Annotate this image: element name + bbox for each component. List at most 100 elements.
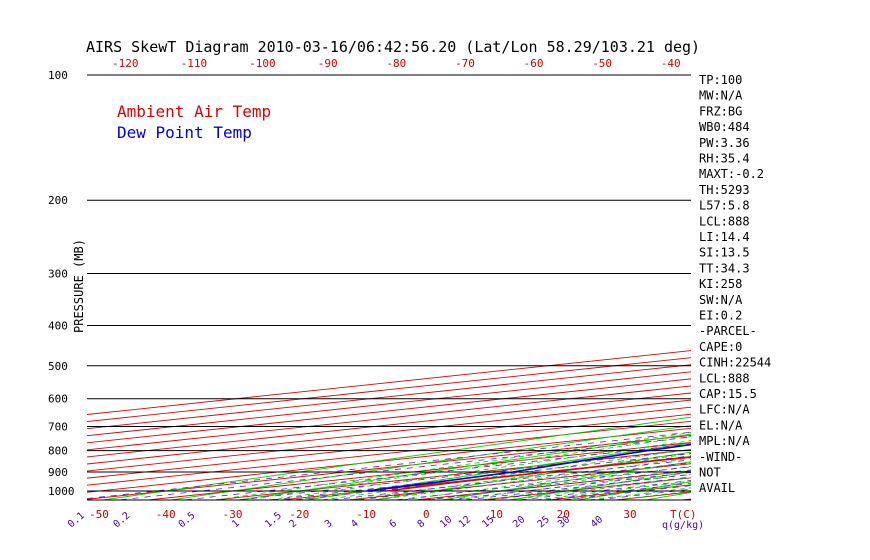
index-item: SI:13.5 (699, 246, 750, 260)
index-item: LI:14.4 (699, 230, 750, 244)
dry-adiabat-line (782, 75, 870, 500)
isotherm-line (87, 406, 691, 472)
dry-adiabat-line (307, 442, 691, 500)
mixing-ratio-axis: 0.1 0.2 0.5 1 1.5 2 3 4 6 8 10 12 15 20 25 30 40 (66, 510, 605, 530)
bottom-temp-tick-label: 0 (423, 508, 430, 521)
pressure-tick-label: 1000 (48, 485, 75, 498)
index-list: TP:100MW:N/AFRZ:BGWB0:484PW:3.36RH:35.4M… (699, 73, 771, 495)
mixing-ratio-tick-label: 3 (323, 518, 335, 530)
mixing-ratio-label: q(g/kg) (662, 520, 704, 531)
mixing-ratio-tick-label: 40 (589, 514, 605, 530)
index-item: CINH:22544 (699, 356, 771, 370)
index-item: SW:N/A (699, 293, 743, 307)
top-temp-tick-label: -110 (181, 57, 208, 70)
mixing-ratio-tick-label: 25 (536, 514, 552, 530)
top-temp-tick-label: -60 (524, 57, 544, 70)
pressure-tick-label: 100 (48, 69, 68, 82)
bottom-temp-tick-label: 30 (623, 508, 636, 521)
moist-adiabat-line (269, 440, 691, 500)
pressure-tick-label: 500 (48, 360, 68, 373)
dry-adiabat-line (850, 75, 870, 500)
bottom-temp-tick-label: -20 (289, 508, 309, 521)
top-temp-tick-label: -80 (386, 57, 406, 70)
index-item: PW:3.36 (699, 136, 750, 150)
pressure-tick-label: 600 (48, 393, 68, 406)
index-item: -WIND- (699, 450, 742, 464)
isotherm-line (349, 463, 691, 500)
mixing-ratio-tick-label: 0.5 (177, 510, 198, 530)
isotherm-line (751, 75, 870, 500)
top-temp-axis: -120 -110 -100 -90 -80 -70 -60 -50 -40 (112, 57, 681, 70)
moist-adiabat-line (429, 465, 691, 500)
bottom-temp-tick-label: -50 (89, 508, 109, 521)
mixing-ratio-line (465, 474, 691, 500)
y-axis-label: PRESSURE (MB) (72, 239, 86, 333)
index-item: MW:N/A (699, 89, 743, 103)
index-item: TP:100 (699, 73, 742, 87)
mixing-ratio-tick-label: 1.5 (263, 510, 284, 530)
legend-ambient-air-temp: Ambient Air Temp (117, 102, 271, 121)
bottom-temp-tick-label: -40 (156, 508, 176, 521)
isotherm-line (216, 449, 691, 500)
index-item: MPL:N/A (699, 434, 750, 448)
isotherm-line (87, 392, 691, 458)
mixing-ratio-tick-label: 0.1 (66, 510, 87, 530)
pressure-tick-label: 700 (48, 421, 68, 434)
index-item: NOT (699, 466, 721, 480)
index-item: EL:N/A (699, 418, 743, 432)
pressure-tick-label: 300 (48, 267, 68, 280)
index-item: AVAIL (699, 481, 735, 495)
pressure-tick-label: 200 (48, 194, 68, 207)
dry-adiabat-line (239, 433, 691, 500)
bottom-temp-tick-label: 10 (490, 508, 503, 521)
index-item: CAPE:0 (699, 340, 742, 354)
top-temp-tick-label: -70 (455, 57, 475, 70)
pressure-tick-label: 800 (48, 445, 68, 458)
mixing-ratio-tick-label: 8 (416, 518, 428, 530)
bottom-temp-tick-label: 20 (557, 508, 570, 521)
top-temp-tick-label: -100 (249, 57, 276, 70)
bottom-temp-tick-label: -10 (356, 508, 376, 521)
chart-title: AIRS SkewT Diagram 2010-03-16/06:42:56.2… (86, 38, 700, 56)
moist-adiabat-line (403, 461, 691, 500)
index-item: -PARCEL- (699, 324, 757, 338)
legend-dew-point-temp: Dew Point Temp (117, 123, 252, 142)
index-item: WB0:484 (699, 120, 750, 134)
index-item: LCL:888 (699, 214, 750, 228)
mixing-ratio-tick-label: 0.2 (111, 510, 132, 530)
index-item: L57:5.8 (699, 199, 750, 213)
isotherm-line (87, 371, 691, 437)
mixing-ratio-line (239, 449, 691, 500)
bottom-temp-axis: -50 -40 -30 -20 -10 0 10 20 30 (89, 508, 637, 521)
dry-adiabat-line (172, 425, 691, 500)
isotherm-line (87, 413, 691, 479)
moist-adiabat-line (509, 477, 691, 500)
moist-adiabat-line (483, 473, 691, 500)
index-item: CAP:15.5 (699, 387, 757, 401)
mixing-ratio-tick-label: 6 (387, 518, 399, 530)
mixing-ratio-line (185, 443, 691, 500)
mixing-ratio-tick-label: 20 (511, 514, 527, 530)
moist-adiabat-line (296, 444, 691, 500)
index-item: RH:35.4 (699, 152, 750, 166)
index-item: EI:0.2 (699, 309, 742, 323)
pressure-tick-label: 900 (48, 466, 68, 479)
isotherm-line (87, 385, 691, 451)
mixing-ratio-tick-label: 12 (457, 514, 473, 530)
index-item: LFC:N/A (699, 403, 750, 417)
mixing-ratio-tick-label: 1 (230, 518, 242, 530)
isotherm-line (87, 427, 691, 493)
isotherm-line (87, 399, 691, 465)
moist-adiabat-line (242, 436, 691, 500)
ambient-air-temp-line (386, 456, 691, 492)
index-item: TT:34.3 (699, 261, 750, 275)
index-item: KI:258 (699, 277, 742, 291)
top-temp-tick-label: -90 (318, 57, 338, 70)
dry-adiabat-line (443, 461, 691, 500)
isotherm-line (149, 442, 691, 500)
mixing-ratio-line (120, 436, 691, 500)
top-temp-tick-label: -120 (112, 57, 139, 70)
pressure-tick-label: 400 (48, 319, 68, 332)
index-item: TH:5293 (699, 183, 750, 197)
